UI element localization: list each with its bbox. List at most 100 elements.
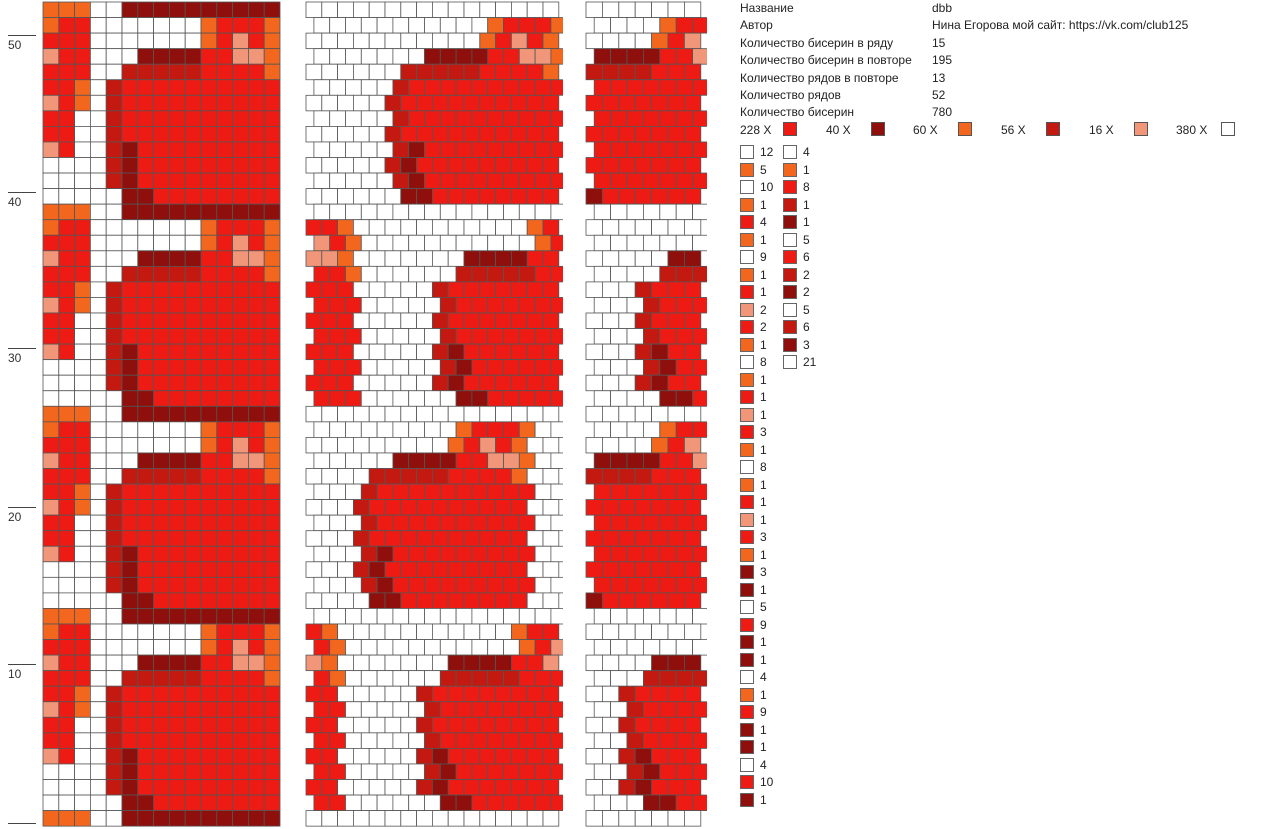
bead-cell [360, 265, 378, 283]
bead-cell [376, 763, 394, 780]
bead-cell [121, 157, 139, 174]
bead-cell [169, 312, 186, 329]
bead-cell [90, 452, 107, 469]
bead-cell [643, 452, 661, 469]
bead-cell [618, 250, 636, 267]
sequence-swatch [740, 547, 754, 562]
bead-cell [601, 685, 620, 703]
bead-cell [105, 157, 123, 174]
bead-cell [675, 172, 693, 190]
bead-cell [247, 561, 265, 578]
bead-cell [692, 390, 707, 407]
bead-cell [643, 608, 661, 625]
bead-cell [74, 63, 91, 81]
bead-cell [58, 374, 75, 392]
bead-cell [618, 343, 636, 361]
bead-cell [313, 172, 331, 190]
bead-cell [58, 499, 75, 516]
bead-cell [424, 452, 441, 469]
bead-cell [416, 281, 433, 298]
bead-cell [400, 561, 418, 578]
bead-cell [263, 281, 281, 298]
bead-cell [329, 79, 346, 96]
bead-cell [345, 514, 362, 532]
bead-cell [321, 250, 338, 267]
bead-cell [153, 468, 170, 485]
bead-cell [184, 32, 202, 50]
bead-cell [651, 94, 669, 112]
bead-cell [510, 188, 528, 205]
bead-cell [137, 328, 155, 345]
bead-cell [321, 94, 338, 112]
bead-cell [184, 219, 202, 236]
bead-cell [432, 561, 449, 578]
bead-cell [416, 654, 433, 672]
bead-cell [184, 265, 202, 283]
bead-cell [376, 17, 394, 34]
bead-cell [626, 483, 644, 500]
bead-cell [463, 654, 481, 672]
bead-cell [542, 343, 560, 361]
bead-cell [90, 265, 107, 283]
bead-cell [550, 763, 563, 780]
sequence-swatch [783, 337, 797, 352]
bead-cell [232, 716, 249, 734]
bead-cell [247, 390, 265, 407]
bead-cell [643, 359, 661, 376]
bead-cell [651, 685, 669, 703]
bead-cell [58, 763, 75, 780]
bead-cell [169, 374, 186, 392]
bead-cell [618, 63, 636, 81]
bead-cell [200, 576, 218, 594]
sequence-count: 6 [803, 250, 810, 264]
sequence-swatch [740, 355, 754, 369]
bead-cell [90, 576, 107, 594]
axis-tick-label: 30 [8, 351, 22, 365]
bead-cell [542, 63, 560, 81]
bead-cell [463, 32, 481, 50]
bead-cell [329, 110, 346, 127]
bead-cell [675, 421, 693, 438]
bead-cell [353, 1, 370, 18]
bead-cell [643, 483, 661, 500]
bead-cell [216, 436, 234, 454]
bead-cell [471, 17, 489, 34]
bead-cell [337, 94, 354, 112]
info-label: Количество рядов в повторе [740, 71, 899, 85]
bead-cell [675, 359, 693, 376]
bead-cell [659, 328, 677, 345]
axis-tick-line [8, 192, 36, 193]
bead-cell [518, 328, 536, 345]
bead-cell [518, 110, 536, 127]
bead-cell [376, 794, 394, 811]
bead-cell [137, 234, 155, 252]
bead-cell [626, 48, 644, 65]
bead-cell [487, 639, 504, 656]
bead-cell [416, 250, 433, 267]
bead-cell [651, 561, 669, 578]
bead-cell [58, 701, 75, 718]
bead-cell [360, 576, 378, 594]
bead-cell [376, 79, 394, 96]
bead-cell [42, 639, 60, 656]
bead-cell [345, 234, 362, 252]
bead-cell [510, 281, 528, 298]
bead-cell [495, 281, 512, 298]
bead-cell [42, 32, 60, 50]
bead-cell [424, 48, 441, 65]
bead-cell [42, 281, 60, 298]
bead-cell [526, 343, 544, 361]
bead-cell [153, 110, 170, 127]
bead-cell [216, 623, 234, 640]
bead-cell [121, 126, 139, 143]
bead-cell [184, 592, 202, 609]
bead-cell [659, 576, 677, 594]
bead-cell [121, 1, 139, 18]
bead-cell [692, 297, 707, 314]
bead-cell [58, 483, 75, 500]
bead-cell [216, 794, 234, 811]
bead-cell [667, 748, 685, 765]
axis-tick-label: 10 [8, 667, 22, 681]
bead-cell [263, 141, 281, 158]
bead-cell [463, 436, 481, 454]
